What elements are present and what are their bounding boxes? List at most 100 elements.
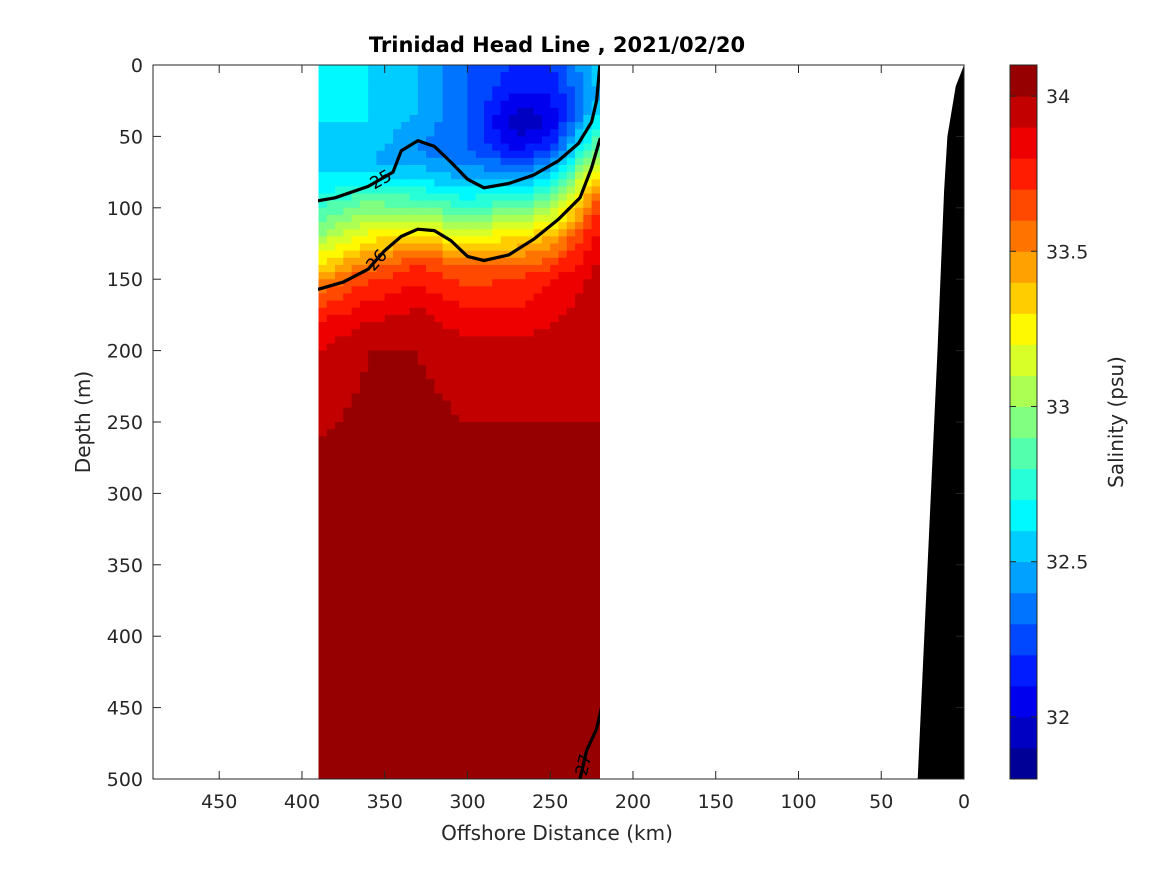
salinity-cell — [500, 193, 510, 202]
salinity-cell — [318, 257, 328, 266]
salinity-cell — [558, 214, 568, 223]
salinity-cell — [351, 529, 361, 537]
salinity-cell — [417, 357, 427, 366]
salinity-cell — [541, 322, 551, 330]
salinity-cell — [484, 629, 493, 637]
salinity-cell — [566, 664, 576, 673]
salinity-cell — [401, 621, 411, 630]
salinity-cell — [558, 450, 568, 459]
salinity-cell — [583, 86, 593, 95]
colorbar-swatch — [1010, 561, 1037, 594]
salinity-cell — [409, 243, 419, 252]
salinity-cell — [550, 107, 560, 116]
salinity-cell — [434, 629, 444, 637]
salinity-cell — [409, 164, 419, 173]
salinity-cell — [368, 586, 378, 594]
salinity-cell — [318, 486, 328, 494]
salinity-cell — [475, 636, 485, 644]
salinity-cell — [409, 136, 419, 145]
salinity-cell — [384, 200, 394, 209]
salinity-cell — [459, 736, 469, 744]
salinity-cell — [359, 536, 369, 544]
salinity-cell — [401, 114, 411, 123]
salinity-cell — [368, 771, 378, 779]
salinity-cell — [541, 529, 551, 537]
salinity-cell — [566, 750, 576, 759]
salinity-cell — [368, 136, 378, 145]
salinity-cell — [558, 114, 568, 123]
salinity-cell — [583, 736, 593, 744]
salinity-cell — [343, 257, 353, 266]
salinity-cell — [426, 322, 435, 330]
salinity-cell — [442, 771, 452, 779]
salinity-cell — [575, 564, 584, 573]
salinity-cell — [492, 571, 502, 580]
salinity-cell — [426, 500, 435, 509]
salinity-cell — [434, 236, 444, 245]
salinity-cell — [541, 486, 551, 494]
salinity-cell — [484, 65, 493, 73]
salinity-cell — [318, 736, 328, 744]
salinity-cell — [351, 764, 361, 773]
salinity-cell — [351, 129, 361, 137]
salinity-cell — [583, 136, 593, 145]
salinity-cell — [392, 579, 402, 587]
salinity-cell — [492, 521, 502, 530]
salinity-cell — [533, 243, 543, 252]
salinity-cell — [492, 207, 502, 216]
salinity-cell — [508, 493, 518, 502]
salinity-cell — [401, 314, 411, 323]
salinity-cell — [376, 179, 386, 187]
salinity-cell — [368, 372, 378, 380]
salinity-cell — [401, 286, 411, 295]
salinity-cell — [426, 657, 435, 666]
salinity-cell — [351, 386, 361, 395]
salinity-cell — [508, 172, 518, 180]
salinity-cell — [417, 72, 427, 80]
salinity-cell — [368, 657, 378, 666]
salinity-cell — [558, 564, 568, 573]
salinity-cell — [417, 771, 427, 779]
salinity-cell — [343, 707, 353, 716]
salinity-cell — [392, 414, 402, 423]
salinity-cell — [384, 564, 394, 573]
salinity-cell — [508, 286, 518, 295]
salinity-cell — [409, 79, 419, 88]
salinity-cell — [376, 357, 386, 366]
salinity-cell — [384, 607, 394, 616]
salinity-cell — [409, 329, 419, 337]
salinity-cell — [467, 164, 477, 173]
salinity-cell — [326, 643, 336, 652]
salinity-cell — [558, 386, 568, 395]
salinity-cell — [326, 736, 336, 744]
salinity-cell — [558, 143, 568, 152]
salinity-cell — [541, 629, 551, 637]
salinity-cell — [484, 393, 493, 402]
salinity-cell — [459, 257, 469, 266]
salinity-cell — [409, 536, 419, 544]
salinity-cell — [484, 307, 493, 316]
salinity-cell — [591, 172, 600, 180]
salinity-cell — [566, 257, 576, 266]
salinity-cell — [351, 236, 361, 245]
salinity-cell — [475, 543, 485, 552]
salinity-cell — [591, 350, 600, 359]
salinity-cell — [442, 250, 452, 259]
salinity-cell — [359, 636, 369, 644]
salinity-cell — [326, 164, 336, 173]
salinity-cell — [550, 664, 560, 673]
salinity-cell — [467, 607, 477, 616]
salinity-cell — [351, 357, 361, 366]
salinity-cell — [326, 250, 336, 259]
salinity-cell — [525, 307, 535, 316]
colorbar-swatch — [1010, 468, 1037, 501]
salinity-cell — [351, 493, 361, 502]
salinity-cell — [550, 486, 560, 494]
salinity-cell — [434, 500, 444, 509]
salinity-cell — [459, 464, 469, 473]
salinity-cell — [475, 471, 485, 480]
salinity-cell — [492, 286, 502, 295]
salinity-cell — [409, 657, 419, 666]
salinity-cell — [475, 757, 485, 766]
salinity-cell — [376, 157, 386, 166]
